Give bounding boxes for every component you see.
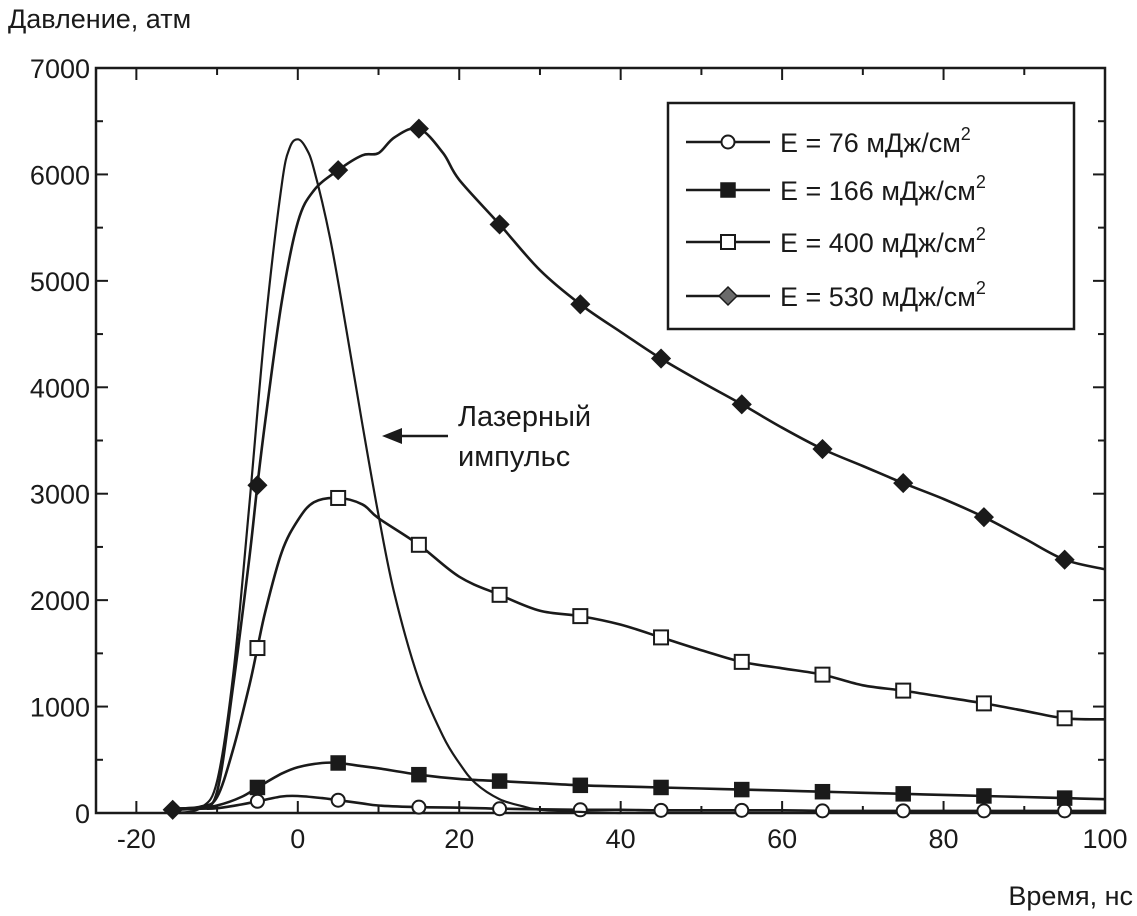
data-point	[572, 777, 589, 794]
legend-marker	[720, 182, 736, 198]
annotation-line-2: импульс	[458, 441, 570, 473]
y-tick-label: 4000	[30, 373, 90, 403]
data-point	[734, 802, 750, 818]
data-point	[814, 666, 831, 683]
legend-label-superscript: 2	[961, 124, 971, 144]
series-2	[172, 489, 1106, 810]
legend-label-main: E = 400 мДж/см	[780, 228, 976, 258]
x-tick-label: 40	[606, 824, 636, 854]
annotation-arrow-head	[382, 428, 402, 444]
series-line	[172, 761, 1106, 810]
data-point	[895, 786, 911, 802]
y-tick-label: 7000	[30, 54, 90, 84]
data-point	[814, 803, 830, 819]
x-tick-label: 80	[929, 824, 959, 854]
annotation-line-1: Лазерный	[458, 401, 591, 433]
data-point	[976, 788, 992, 804]
data-point	[491, 586, 508, 603]
x-tick-label: 20	[444, 824, 474, 854]
data-point	[814, 783, 831, 800]
x-axis-title: Время, нс	[1008, 881, 1133, 911]
data-point	[411, 766, 427, 783]
plot-area: -20 0 20 40 60 80 1000100020003000400050006000…	[30, 54, 1128, 854]
legend-label: E = 76 мДж/см2	[780, 124, 971, 158]
y-tick-label: 0	[75, 799, 90, 829]
data-point	[973, 507, 994, 528]
series-line	[172, 496, 1106, 810]
y-tick-label: 5000	[30, 267, 90, 297]
data-point	[653, 802, 669, 818]
legend-label-main: E = 76 мДж/см	[780, 128, 961, 158]
data-point	[1054, 549, 1075, 570]
data-point	[653, 779, 669, 796]
data-point	[249, 640, 266, 657]
legend-label: E = 166 мДж/см2	[780, 172, 986, 206]
data-point	[492, 801, 508, 817]
data-point	[976, 803, 992, 819]
data-point	[162, 799, 183, 820]
legend-label-main: E = 166 мДж/см	[780, 176, 976, 206]
data-point	[410, 536, 427, 553]
legend-label-main: E = 530 мДж/см	[780, 282, 976, 312]
data-point	[489, 214, 510, 235]
data-point	[733, 653, 750, 670]
data-point	[328, 160, 349, 181]
series-1	[172, 755, 1106, 810]
data-point	[330, 755, 346, 771]
series-4	[176, 138, 621, 815]
x-tick-label: 60	[767, 824, 797, 854]
y-tick-label: 1000	[30, 693, 90, 723]
legend-label: E = 530 мДж/см2	[780, 278, 986, 312]
y-tick-label: 3000	[30, 480, 90, 510]
data-point	[1056, 710, 1073, 727]
data-point	[1056, 790, 1073, 806]
data-point	[734, 781, 750, 798]
legend-marker	[720, 134, 736, 150]
x-tick-label: -20	[117, 824, 156, 854]
legend-box	[666, 101, 1076, 331]
data-point	[895, 682, 912, 699]
data-point	[249, 793, 265, 809]
legend-label-superscript: 2	[976, 172, 986, 192]
data-point	[893, 473, 914, 494]
series-line	[172, 794, 1105, 813]
y-tick-label: 6000	[30, 160, 90, 190]
data-point	[330, 792, 346, 808]
data-point	[731, 394, 752, 415]
legend-marker	[717, 285, 739, 307]
x-tick-label: 100	[1082, 824, 1127, 854]
data-point	[650, 348, 672, 369]
data-point	[491, 773, 508, 789]
data-point	[408, 118, 429, 139]
data-point	[570, 294, 591, 315]
data-point	[572, 802, 588, 818]
legend-label-superscript: 2	[976, 278, 986, 298]
data-point	[330, 489, 347, 506]
legend-label: E = 400 мДж/см2	[780, 224, 986, 258]
y-tick-label: 2000	[30, 586, 90, 616]
data-point	[572, 608, 589, 625]
series-line	[176, 138, 621, 815]
x-tick-label: 0	[290, 824, 305, 854]
data-point	[812, 438, 833, 460]
data-point	[249, 779, 266, 796]
legend-marker	[720, 234, 736, 250]
series-3	[162, 118, 1106, 820]
data-point	[975, 695, 992, 712]
data-point	[895, 803, 911, 819]
data-point	[411, 799, 427, 815]
series-line	[172, 126, 1106, 812]
data-point	[1057, 803, 1073, 819]
laser-pulse-annotation: Лазерный импульс	[382, 401, 591, 473]
y-axis-title: Давление, атм	[8, 4, 191, 34]
data-point	[653, 629, 670, 646]
legend-label-superscript: 2	[976, 224, 986, 244]
